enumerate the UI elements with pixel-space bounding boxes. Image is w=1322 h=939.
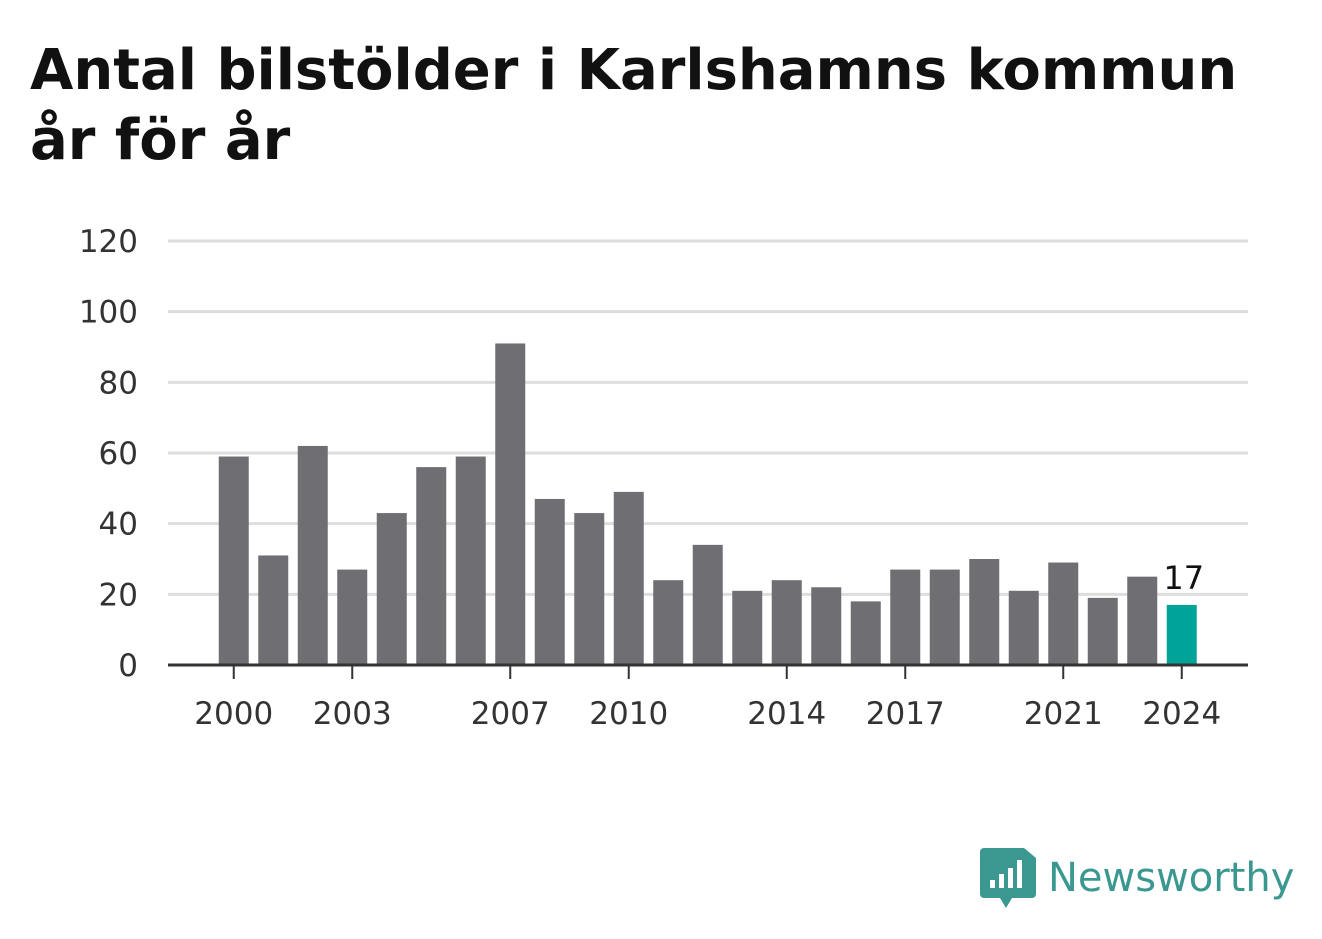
bar-2013 [732,590,763,665]
bar-2002 [297,445,328,665]
bar-2011 [653,580,684,665]
bar-2018 [929,569,960,665]
x-tick-label: 2021 [1024,696,1103,732]
x-axis: 2000 2003 2007 2010 2014 2017 2021 2024 [168,663,1248,732]
x-tick-label: 2007 [471,696,550,732]
bar-2023 [1127,576,1158,665]
bar-2001 [258,555,289,665]
bar-2021 [1048,562,1079,665]
bar-2000 [218,456,249,665]
y-tick-label: 80 [99,365,138,401]
bar-2020 [1008,590,1039,665]
newsworthy-logo: Newsworthy [980,848,1294,908]
y-axis: 0 20 40 60 80 100 120 [79,224,138,684]
chart-title: Antal bilstölder i Karlshamns kommun år … [30,38,1238,173]
x-tick-label: 2000 [194,696,273,732]
x-tick-label: 2010 [589,696,668,732]
bar-2010 [613,491,644,665]
x-tick-label: 2024 [1142,696,1221,732]
bar-2005 [416,467,447,665]
bar-2017 [890,569,921,665]
brand-name: Newsworthy [1048,855,1295,901]
bar-2008 [534,498,565,665]
x-tick-label: 2017 [866,696,945,732]
data-labels: 17 [1163,559,1204,597]
y-tick-label: 0 [118,648,138,684]
y-tick-label: 120 [79,224,138,260]
bar-value-label: 17 [1163,559,1204,597]
bar-2003 [337,569,368,665]
y-tick-label: 60 [99,436,138,472]
y-tick-label: 100 [79,295,138,331]
bar-2024 [1166,604,1197,665]
bar-2016 [850,601,881,665]
bar-2012 [692,544,723,665]
bar-2007 [495,343,526,665]
gridlines [168,239,1248,596]
bar-2009 [574,513,605,665]
bar-2006 [455,456,486,665]
bar-2004 [376,513,407,665]
bar-2015 [811,587,842,665]
y-tick-label: 20 [99,577,138,613]
bar-chart-speech-bubble-icon [980,848,1036,908]
x-tick-label: 2014 [747,696,826,732]
bar-2014 [771,580,802,665]
x-tick-label: 2003 [313,696,392,732]
bars [218,343,1197,665]
bar-chart: 0 20 40 60 80 100 120 2000 2003 2007 2010 2014 2017… [79,224,1248,732]
bar-2022 [1087,597,1118,665]
bar-2019 [969,559,1000,665]
y-tick-label: 40 [99,507,138,543]
